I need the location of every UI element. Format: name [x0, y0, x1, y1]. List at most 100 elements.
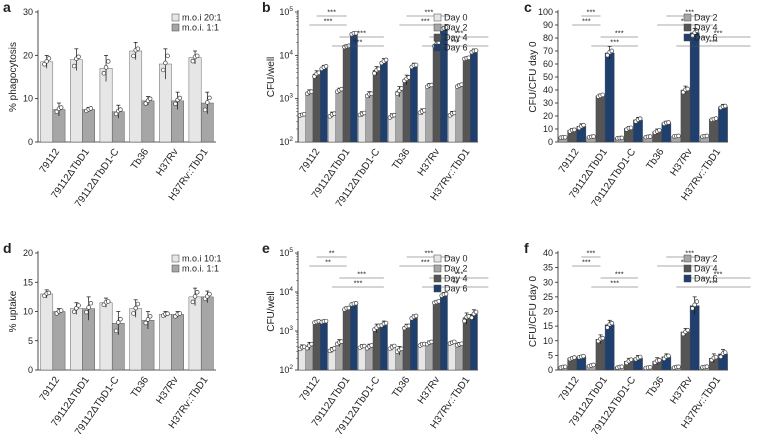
legend-swatch — [683, 264, 692, 273]
significance-label: *** — [357, 29, 366, 38]
data-point — [581, 353, 586, 359]
significance-label: ** — [452, 279, 458, 288]
bar — [418, 111, 426, 143]
y-tick-label: 50 — [543, 72, 553, 82]
data-point — [362, 343, 367, 349]
data-point — [713, 116, 719, 121]
legend-label: m.o.i 20:1 — [182, 13, 222, 23]
y-tick-label: 5 — [28, 336, 33, 346]
data-point — [692, 302, 697, 308]
y-tick-label: 40 — [543, 85, 553, 95]
data-point — [88, 301, 94, 306]
y-tick-base: 10 — [279, 94, 289, 104]
x-tick-label: 79112 — [38, 147, 63, 176]
x-tick-label: H37Rv — [416, 375, 443, 406]
data-point — [118, 107, 123, 112]
y-tick-exponent: 5 — [289, 6, 293, 13]
legend-label: Day 6 — [444, 43, 468, 53]
y-tick-label: 35 — [543, 263, 553, 273]
data-point — [657, 127, 662, 133]
bar — [604, 52, 615, 143]
legend-swatch — [171, 13, 180, 22]
data-point — [194, 53, 200, 59]
data-point — [105, 299, 111, 304]
data-point — [202, 107, 208, 113]
y-tick-label: 105 — [279, 247, 293, 258]
bar — [372, 70, 381, 143]
bar — [200, 296, 214, 371]
panel-c: c 0 10 20 30 40 50 60 70 80 90 100 CFU/CFU day 0 7911… — [524, 0, 751, 209]
x-tick-label: Tb36 — [390, 374, 412, 399]
significance-label: *** — [454, 29, 463, 38]
bar — [395, 90, 404, 143]
data-point — [637, 116, 643, 121]
data-point — [145, 317, 151, 322]
data-point — [135, 46, 141, 51]
data-point — [591, 134, 596, 139]
bar — [432, 44, 441, 143]
data-point — [103, 65, 109, 70]
legend-label: m.o.i. 1:1 — [182, 264, 219, 274]
data-point — [600, 335, 605, 341]
significance-label: *** — [424, 8, 433, 17]
y-tick-label: 20 — [23, 248, 33, 258]
y-tick-label: 15 — [23, 277, 33, 287]
bar — [661, 122, 672, 143]
x-tick-label: 79112 — [557, 147, 582, 176]
y-tick-label: 30 — [23, 7, 33, 17]
y-tick-exponent: 3 — [289, 93, 293, 100]
bar — [342, 308, 351, 371]
data-point — [323, 64, 329, 69]
significance-label: ** — [329, 249, 335, 258]
data-point — [165, 311, 170, 316]
data-point — [666, 120, 671, 125]
x-tick-label: 79112 — [298, 375, 323, 404]
bar — [402, 326, 411, 371]
bar — [410, 65, 418, 143]
data-point — [591, 362, 596, 368]
bar — [82, 109, 95, 143]
data-point — [628, 357, 634, 362]
legend-swatch — [433, 33, 442, 42]
bar — [312, 73, 321, 143]
bar — [380, 323, 388, 371]
data-point — [76, 303, 81, 308]
bar — [455, 85, 464, 143]
bar — [358, 113, 366, 143]
x-tick-label: H37Rv — [668, 375, 695, 406]
bar — [312, 321, 321, 371]
panel-letter: d — [3, 240, 12, 256]
legend-swatch — [171, 23, 180, 32]
data-point — [116, 320, 121, 325]
bar — [448, 342, 456, 371]
legend-swatch — [433, 23, 442, 32]
y-tick-label: 40 — [543, 248, 553, 258]
legend-label: Day 4 — [694, 264, 718, 274]
data-point — [452, 339, 457, 345]
legend-swatch — [433, 13, 442, 22]
legend-swatch — [683, 13, 692, 22]
bar — [40, 61, 54, 143]
significance-label: *** — [357, 270, 366, 279]
data-point — [443, 25, 449, 30]
bar — [455, 344, 464, 371]
y-tick-label: 70 — [543, 46, 553, 56]
x-tick-label: Tb36 — [644, 146, 666, 171]
legend-swatch — [683, 23, 692, 32]
y-tick-base: 10 — [279, 137, 289, 147]
legend-swatch — [683, 33, 692, 42]
data-point — [323, 318, 329, 324]
legend-swatch — [433, 284, 442, 293]
bar — [358, 346, 366, 371]
y-tick-exponent: 3 — [289, 325, 293, 332]
y-tick-exponent: 2 — [289, 364, 293, 371]
significance-label: *** — [685, 249, 694, 258]
y-axis-label: CFU/well — [266, 291, 277, 332]
data-point — [42, 61, 47, 67]
significance-label: *** — [587, 249, 596, 258]
legend-swatch — [683, 254, 692, 263]
bar — [595, 95, 606, 143]
data-point — [190, 58, 196, 64]
bar — [425, 342, 434, 371]
